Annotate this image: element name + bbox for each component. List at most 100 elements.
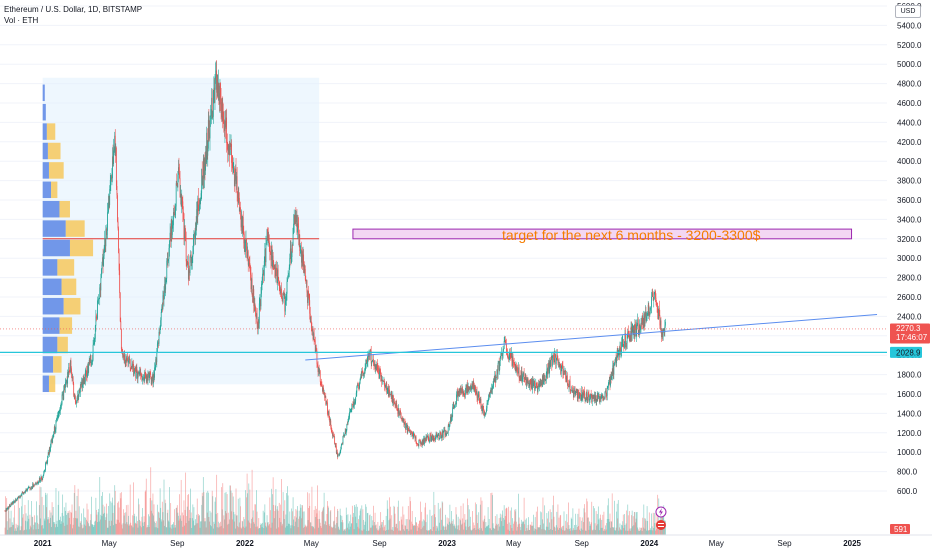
volume-bar [123, 515, 125, 535]
volume-bar [476, 504, 477, 535]
volume-bar [123, 509, 124, 535]
candle-body [648, 312, 650, 316]
candle-body [224, 120, 226, 131]
candle-body [127, 360, 129, 363]
symbol-title[interactable]: Ethereum / U.S. Dollar, 1D, BITSTAMP [4, 5, 143, 14]
volume-legend[interactable]: Vol · ETH [4, 16, 39, 25]
candle-body [310, 321, 312, 323]
candle-body [509, 353, 511, 355]
candle-body [281, 288, 282, 298]
volume-bar [253, 522, 255, 535]
volume-bar [582, 529, 584, 535]
candle-body [175, 206, 177, 211]
volume-bar [601, 527, 603, 535]
candle-body [161, 306, 163, 312]
candle-body [94, 338, 96, 343]
target-annotation[interactable]: target for the next 6 months - 3200-3300… [502, 227, 761, 243]
volume-bar [207, 492, 209, 535]
volume-bar [654, 523, 656, 535]
volume-bar [502, 510, 503, 535]
volume-bar [283, 519, 285, 535]
volume-bar [417, 525, 419, 535]
volume-bar [22, 514, 24, 535]
volume-bar [313, 526, 314, 535]
candle-body [287, 278, 288, 282]
volume-bar [257, 528, 259, 535]
candle-body [536, 383, 538, 386]
current-price-badge [890, 323, 930, 344]
volume-profile-bar-down [48, 162, 64, 179]
volume-bar [43, 518, 45, 535]
volume-bar [646, 506, 648, 535]
volume-bar [583, 508, 585, 535]
volume-bar [399, 521, 400, 535]
volume-bar [336, 523, 338, 535]
candle-body [518, 367, 520, 379]
volume-bar [412, 523, 414, 535]
volume-bar [69, 510, 71, 535]
candle-body [549, 361, 551, 374]
volume-bar [419, 520, 420, 535]
volume-bar [441, 501, 443, 535]
volume-bar [185, 523, 187, 535]
candle-body [607, 387, 609, 389]
volume-bar [82, 528, 83, 535]
candle-body [376, 364, 378, 368]
candle-body [490, 391, 492, 393]
volume-bar [581, 517, 583, 535]
volume-bar [582, 522, 584, 535]
candle-body [332, 434, 334, 436]
candle-body [260, 299, 261, 307]
volume-bar [354, 506, 356, 535]
volume-bar [177, 512, 179, 535]
volume-bar [587, 517, 589, 535]
volume-bar [390, 506, 391, 535]
volume-bar [427, 530, 429, 535]
candle-body [261, 280, 263, 284]
candle-body [653, 299, 655, 301]
candle-body [216, 80, 218, 93]
candle-body [284, 301, 286, 312]
volume-bar [401, 519, 403, 535]
candle-body [604, 391, 606, 399]
candle-body [535, 383, 537, 384]
candle-body [180, 194, 182, 198]
time-tick-label: May [304, 539, 319, 548]
volume-bar [387, 529, 389, 535]
candle-body [576, 391, 578, 398]
volume-bar [537, 506, 538, 535]
candle-body [84, 381, 86, 384]
candle-body [615, 357, 616, 361]
candle-body [11, 502, 13, 505]
candle-body [448, 425, 450, 427]
candle-body [344, 434, 346, 436]
volume-bar [293, 526, 295, 535]
candle-body [549, 361, 551, 367]
candle-body [361, 370, 363, 377]
candle-body [375, 364, 377, 369]
volume-bar [68, 512, 70, 535]
candle-body [6, 508, 8, 510]
candle-body [655, 297, 657, 302]
currency-button[interactable]: USD [895, 5, 921, 18]
volume-bar [323, 492, 325, 535]
candle-body [232, 169, 234, 170]
volume-bar [205, 521, 206, 535]
volume-bar [237, 526, 239, 535]
volume-bar [375, 524, 377, 535]
volume-bar [248, 522, 250, 535]
volume-bar [111, 502, 113, 535]
volume-bar [156, 527, 158, 535]
volume-bar [368, 530, 369, 535]
candle-body [421, 440, 423, 445]
volume-bar [273, 518, 275, 535]
volume-bar [30, 527, 32, 535]
volume-bar [471, 529, 473, 535]
volume-bar [189, 509, 190, 535]
volume-bar [238, 527, 240, 535]
candle-body [605, 390, 606, 392]
volume-bar [535, 529, 537, 535]
volume-bar [20, 530, 21, 535]
candle-body [379, 369, 380, 379]
